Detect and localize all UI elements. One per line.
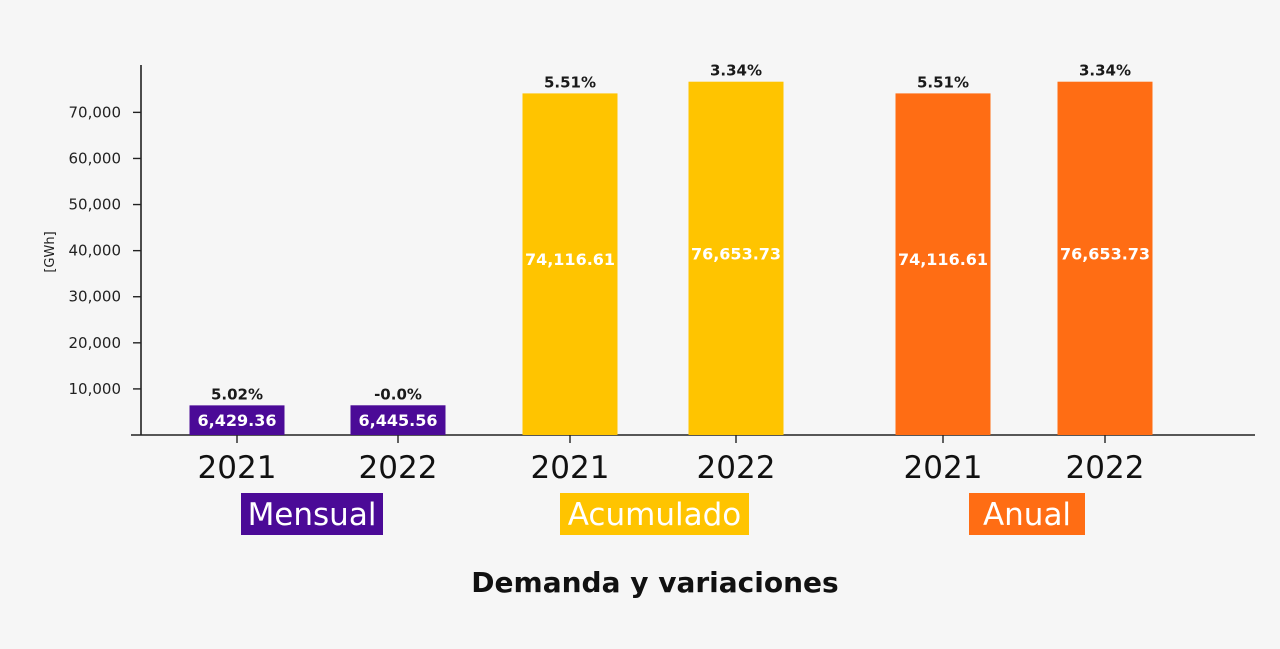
y-tick-label: 50,000: [69, 196, 122, 214]
bar-variation-label: 5.51%: [917, 73, 969, 91]
bar-value-label: 6,429.36: [198, 411, 277, 430]
x-category-label: 2021: [198, 450, 277, 486]
y-tick-label: 70,000: [69, 103, 122, 121]
x-category-label: 2022: [1066, 450, 1145, 486]
x-category-label: 2021: [904, 450, 983, 486]
y-tick-label: 10,000: [69, 380, 122, 398]
y-tick-label: 40,000: [69, 242, 122, 260]
group-label-anual: Anual: [983, 497, 1071, 533]
bar-acumulado-2022: [688, 81, 784, 436]
x-category-label: 2021: [531, 450, 610, 486]
y-axis-ticks: 10,000 20,000 30,000 40,000 50,000 60,000 70,0…: [69, 103, 141, 398]
x-category-label: 2022: [697, 450, 776, 486]
group-label-acumulado: Acumulado: [568, 497, 741, 533]
bar-variation-label: 3.34%: [710, 62, 762, 80]
bar-anual-2022: [1057, 81, 1153, 436]
bar-value-label: 6,445.56: [359, 411, 438, 430]
group-badge-acumulado: [560, 493, 749, 535]
chart-title: Demanda y variaciones: [471, 566, 838, 599]
group-label-mensual: Mensual: [248, 497, 377, 533]
group-badge-anual: [969, 493, 1085, 535]
bar-variation-label: 3.34%: [1079, 62, 1131, 80]
bar-mensual-2021: [189, 405, 285, 435]
bar-variation-label: 5.02%: [211, 385, 263, 403]
group-labels: Mensual Acumulado Anual: [241, 493, 1085, 535]
bar-value-label: 76,653.73: [691, 244, 781, 263]
bar-variation-label: 5.51%: [544, 73, 596, 91]
bar-anual-2021: [895, 93, 991, 435]
bars-layer: 6,429.36 5.02% 2021 6,445.56 -0.0% 2022 74,116…: [189, 62, 1153, 486]
bar-variation-label: -0.0%: [374, 385, 422, 403]
x-category-label: 2022: [359, 450, 438, 486]
group-badge-mensual: [241, 493, 383, 535]
y-tick-label: 60,000: [69, 149, 122, 167]
y-tick-label: 30,000: [69, 288, 122, 306]
bar-acumulado-2021: [522, 93, 618, 435]
bar-value-label: 74,116.61: [898, 250, 988, 269]
bar-mensual-2022: [350, 405, 446, 435]
y-axis-label: [GWh]: [43, 231, 58, 272]
bar-value-label: 74,116.61: [525, 250, 615, 269]
y-tick-label: 20,000: [69, 334, 122, 352]
bar-value-label: 76,653.73: [1060, 244, 1150, 263]
